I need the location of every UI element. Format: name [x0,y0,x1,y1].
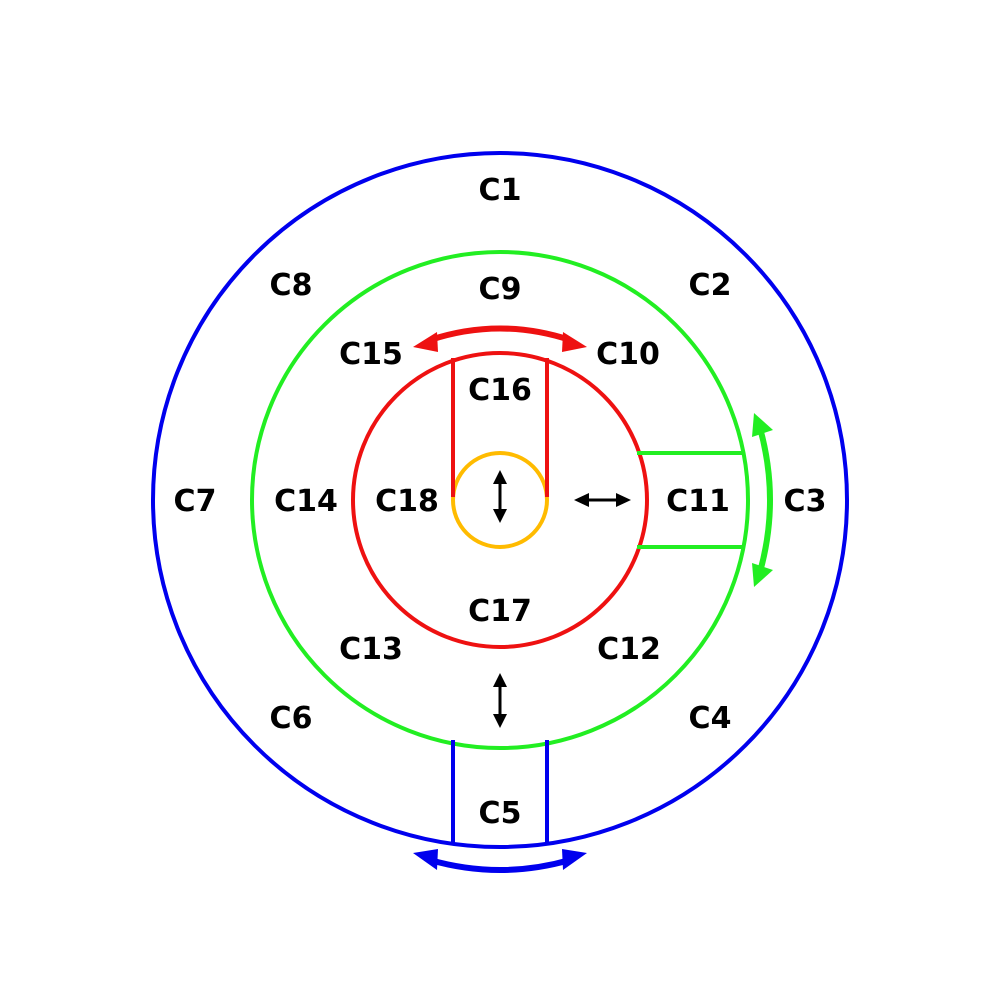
vertical-arrow-lower [493,673,507,728]
rotation-arrow-green-head-bottom [752,563,773,587]
vertical-arrow-lower-head-top [493,673,507,687]
label-c13: C13 [339,632,403,667]
label-c15: C15 [339,337,403,372]
label-c12: C12 [597,632,661,667]
rotation-arrow-red-head-right [562,332,587,352]
label-c11: C11 [666,484,730,519]
vertical-arrow-lower-head-bottom [493,714,507,728]
rotation-arrow-blue-shaft [429,857,571,873]
label-c7: C7 [174,484,217,519]
inner-ring [351,351,649,649]
label-c10: C10 [596,337,660,372]
rotation-arrow-blue-head-right [562,849,587,870]
middle-ring [250,250,750,750]
label-c14: C14 [274,484,338,519]
rotation-arrow-green [752,413,773,587]
label-c6: C6 [270,701,313,736]
vertical-arrow-core-head-bottom [493,509,507,523]
horizontal-arrow-inner-head-left [574,493,589,507]
rotation-arrow-green-head-top [752,413,773,437]
rotation-arrow-green-shaft [757,427,773,573]
label-c16: C16 [468,373,532,408]
horizontal-arrow-inner-head-right [616,493,631,507]
core-circle [451,451,549,549]
vertical-arrow-core-head-top [493,470,507,484]
label-c2: C2 [689,268,732,303]
label-c17: C17 [468,594,532,629]
vertical-arrow-core [493,470,507,523]
rotation-arrow-blue-head-left [413,849,438,870]
rotation-arrow-red [413,325,587,352]
label-c9: C9 [479,272,522,307]
label-c8: C8 [270,268,313,303]
label-c5: C5 [479,796,522,831]
outer-ring [151,151,849,849]
rotation-arrow-blue [413,849,587,873]
label-c1: C1 [479,173,522,208]
rotation-arrow-red-head-left [413,332,438,352]
label-c3: C3 [784,484,827,519]
rotation-arrow-red-shaft [429,325,571,343]
horizontal-arrow-inner [574,493,631,507]
label-c18: C18 [375,484,439,519]
label-c4: C4 [689,701,732,736]
